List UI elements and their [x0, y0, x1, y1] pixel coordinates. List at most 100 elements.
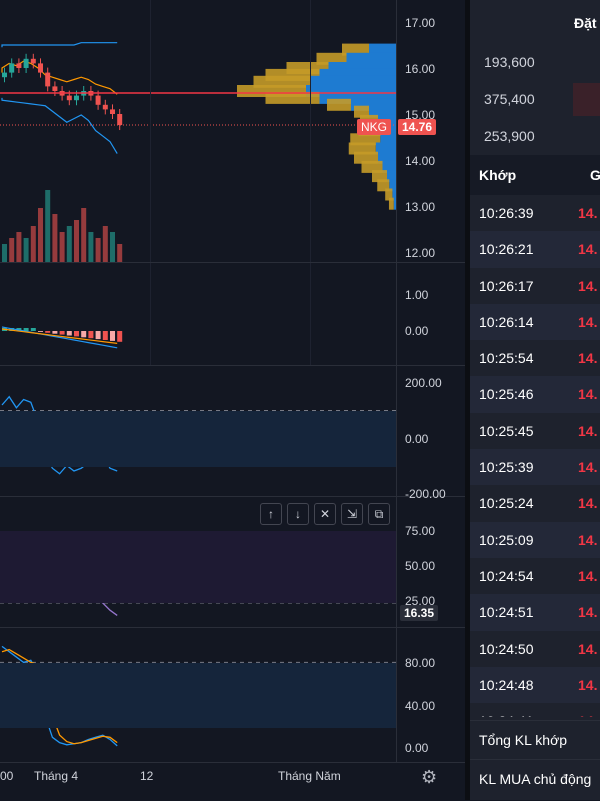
orderbook-row[interactable]: 253,900: [470, 118, 600, 155]
macd-pane[interactable]: 1.00 0.00: [0, 263, 465, 366]
rsi-pane[interactable]: ↑ ↓ ✕ ⇲ ⧉ 75.00 50.00 25.00 16.35: [0, 497, 465, 628]
volume-bar: [59, 232, 65, 262]
settings-gear-icon[interactable]: ⚙: [421, 767, 438, 787]
volume-bar: [110, 232, 115, 262]
trade-row[interactable]: 10:26:21 14.: [470, 231, 600, 268]
trade-row[interactable]: 10:26:17 14.: [470, 268, 600, 304]
trade-row[interactable]: 10:24:48 14.: [470, 666, 600, 704]
price-scale[interactable]: 17.00 16.00 15.00 14.00 13.00 12.00 14.7…: [396, 0, 465, 262]
trade-row[interactable]: 10:24:41 14.: [470, 703, 600, 717]
trade-row[interactable]: 10:24:50 14.: [470, 631, 600, 667]
trade-time: 10:24:54: [479, 567, 534, 584]
candle-body: [52, 86, 58, 91]
rsi-plot[interactable]: ↑ ↓ ✕ ⇲ ⧉: [0, 497, 396, 627]
trade-row[interactable]: 10:25:45 14.: [470, 413, 600, 449]
macd-histogram-bar: [74, 331, 79, 337]
trade-time: 10:24:50: [479, 640, 534, 657]
cci-tick: 0.00: [405, 432, 429, 446]
price-tick: 14.00: [405, 154, 436, 168]
rsi-scale[interactable]: 75.00 50.00 25.00 16.35: [396, 497, 465, 627]
maximize-pane-button[interactable]: ⧉: [368, 503, 390, 525]
orderbook-header-label: Đặt: [574, 15, 597, 31]
trade-row[interactable]: 10:25:09 14.: [470, 521, 600, 558]
volume-profile-bar-up: [389, 179, 396, 192]
volume-bar: [102, 226, 108, 262]
collapse-pane-button[interactable]: ⇲: [341, 503, 363, 525]
volume-bar: [16, 232, 22, 262]
macd-histogram-bar: [95, 331, 101, 340]
move-down-button[interactable]: ↓: [287, 503, 309, 525]
candle-body: [45, 72, 51, 87]
stoch-d-line: [1, 648, 118, 745]
trade-time: 10:26:17: [479, 277, 534, 294]
time-axis[interactable]: 00 Tháng 4 12 Tháng Năm ⚙: [0, 762, 465, 801]
trade-row[interactable]: 10:25:24 14.: [470, 485, 600, 521]
trade-time: 10:25:45: [479, 422, 534, 439]
cci-pane[interactable]: 200.00 0.00 -200.00: [0, 366, 465, 501]
volume-profile-bar-up: [378, 151, 396, 164]
stoch-tick: 0.00: [405, 741, 429, 755]
trade-price: 14.: [578, 640, 598, 657]
trade-time: 10:26:21: [479, 241, 534, 258]
volume-profile-bar-up: [369, 43, 396, 56]
trade-price: 14.: [578, 567, 598, 584]
trade-row[interactable]: 10:25:46 14.: [470, 376, 600, 413]
volume-profile-bar-down: [388, 197, 394, 210]
total-match-label: Tổng KL khớp: [479, 732, 568, 748]
trade-row[interactable]: 10:26:14 14.: [470, 303, 600, 341]
volume-profile-bar-down: [354, 105, 369, 118]
trade-price: 14.: [578, 713, 597, 717]
chart-area[interactable]: 17.00 16.00 15.00 14.00 13.00 12.00 14.7…: [0, 0, 465, 800]
volume-profile-bar-down: [372, 170, 387, 183]
trade-row[interactable]: 10:24:51 14.: [470, 594, 600, 631]
rsi-tick: 25.00: [405, 594, 436, 608]
trades-list[interactable]: 10:26:39 14. 10:26:21 14. 10:26:17 14. 10:26:1…: [470, 195, 600, 717]
cci-scale[interactable]: 200.00 0.00 -200.00: [396, 366, 465, 501]
candle-body: [74, 95, 79, 101]
stoch-plot[interactable]: [0, 628, 396, 762]
symbol-tag: NKG: [357, 119, 392, 135]
lower-band-line: [1, 97, 118, 154]
trade-row[interactable]: 10:26:39 14.: [470, 195, 600, 231]
orderbook-row[interactable]: 193,600: [470, 44, 600, 81]
trade-row[interactable]: 10:25:54 14.: [470, 340, 600, 376]
trade-price: 14.: [578, 241, 598, 258]
price-tick: 15.00: [405, 108, 436, 122]
move-up-button[interactable]: ↑: [260, 503, 282, 525]
candle-body: [38, 63, 43, 73]
macd-tick: 0.00: [405, 324, 429, 338]
macd-histogram-bar: [30, 328, 36, 331]
price-plot[interactable]: [0, 0, 396, 262]
candle-body: [30, 58, 36, 64]
volume-profile-bar-down: [350, 133, 381, 146]
buy-active-row: KL MUA chủ động: [470, 759, 600, 800]
candle-body: [9, 63, 15, 73]
close-pane-button[interactable]: ✕: [314, 503, 336, 525]
volume-profile-bar-down: [327, 98, 351, 111]
macd-scale[interactable]: 1.00 0.00: [396, 263, 465, 365]
rsi-tick: 50.00: [405, 559, 436, 573]
trades-header-time: Khớp: [479, 167, 517, 183]
trade-price: 14.: [578, 205, 598, 221]
orderbook-header: Đặt: [470, 0, 600, 44]
panel-divider[interactable]: [465, 0, 470, 800]
macd-tick: 1.00: [405, 288, 429, 302]
trades-header-price: G: [590, 167, 600, 183]
price-pane[interactable]: 17.00 16.00 15.00 14.00 13.00 12.00 14.7…: [0, 0, 465, 263]
trade-row[interactable]: 10:25:39 14.: [470, 449, 600, 486]
trade-time: 10:24:48: [479, 676, 534, 693]
macd-svg: [1, 326, 123, 349]
stoch-scale[interactable]: 80.00 40.00 0.00: [396, 628, 465, 762]
volume-bar: [30, 226, 36, 262]
volume-profile-bar-down: [342, 43, 369, 56]
side-panel[interactable]: Đặt 193,600 375,400 253,900 Khớp G 10:26…: [470, 0, 600, 800]
time-label: Tháng 4: [34, 769, 79, 783]
stoch-pane[interactable]: 80.00 40.00 0.00: [0, 628, 465, 762]
cci-plot[interactable]: [0, 366, 396, 496]
volume-bar: [81, 208, 87, 262]
volume-profile-bar-down: [385, 188, 393, 201]
orderbook-row[interactable]: 375,400: [470, 81, 600, 118]
trade-time: 10:25:24: [479, 495, 534, 512]
macd-plot[interactable]: [0, 263, 396, 365]
trade-row[interactable]: 10:24:54 14.: [470, 558, 600, 594]
